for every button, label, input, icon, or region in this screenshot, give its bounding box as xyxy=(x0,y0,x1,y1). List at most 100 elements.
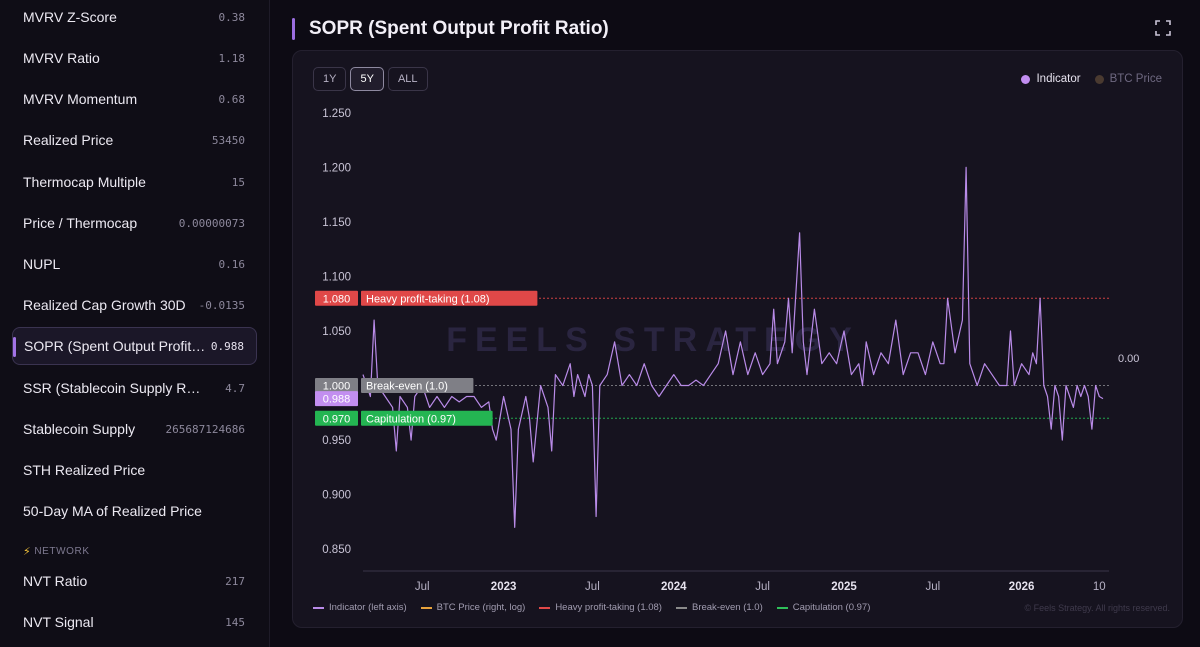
sidebar-item-sth-realized-price[interactable]: STH Realized Price xyxy=(12,451,257,489)
legend-item-break-even[interactable]: Break-even (1.0) xyxy=(675,602,763,613)
fullscreen-icon[interactable] xyxy=(1155,20,1171,36)
legend-line-icon xyxy=(539,606,551,609)
copyright-text: © Feels Strategy. All rights reserved. xyxy=(1024,603,1170,613)
main-panel: SOPR (Spent Output Profit Ratio) 1Y 5Y A… xyxy=(271,0,1200,647)
threshold-value-badge xyxy=(315,290,358,306)
x-tick-label: 2026 xyxy=(1009,581,1035,593)
chart-legend-bottom: Indicator (left axis) BTC Price (right, … xyxy=(313,602,870,613)
sidebar-item-label: 50-Day MA of Realized Price xyxy=(23,503,202,519)
sidebar-item-value: 265687124686 xyxy=(165,422,245,436)
legend-item-heavy-profit-taking[interactable]: Heavy profit-taking (1.08) xyxy=(539,602,662,613)
sidebar-item-label: Realized Price xyxy=(23,132,114,148)
sidebar-item-label: Thermocap Multiple xyxy=(23,174,146,190)
sidebar-item-value: 15 xyxy=(231,175,245,189)
sidebar-item-label: STH Realized Price xyxy=(23,462,146,478)
y-tick-label: 0.850 xyxy=(322,544,351,556)
legend-label: Indicator xyxy=(1036,73,1081,85)
sidebar-item-label: Price / Thermocap xyxy=(23,215,138,231)
range-selector: 1Y 5Y ALL xyxy=(313,67,428,91)
range-button-1y[interactable]: 1Y xyxy=(313,67,347,91)
title-accent-bar xyxy=(292,18,295,40)
sidebar-item-value: 53450 xyxy=(211,133,245,147)
range-button-all[interactable]: ALL xyxy=(387,67,428,91)
legend-label: Indicator (left axis) xyxy=(329,602,407,613)
legend-label: BTC Price xyxy=(1109,73,1162,85)
y-tick-label: 1.200 xyxy=(322,162,351,174)
sidebar-item-50d-ma-realized-price[interactable]: 50-Day MA of Realized Price xyxy=(12,492,257,530)
legend-label: BTC Price (right, log) xyxy=(436,602,526,613)
sidebar-item-realized-cap-growth[interactable]: Realized Cap Growth 30D -0.0135 xyxy=(12,286,257,324)
sidebar-item-value: 0.988 xyxy=(210,339,244,353)
sidebar-item-thermocap-multiple[interactable]: Thermocap Multiple 15 xyxy=(12,163,257,201)
threshold-value-label: 1.080 xyxy=(323,293,351,305)
sidebar-item-value: 217 xyxy=(225,574,245,588)
x-tick-label: 2024 xyxy=(661,581,687,593)
sidebar-item-mvrv-zscore[interactable]: MVRV Z-Score 0.38 xyxy=(12,0,257,36)
legend-item-indicator[interactable]: Indicator xyxy=(1021,73,1081,85)
threshold-name-label: Capitulation (0.97) xyxy=(366,413,456,425)
sidebar-item-label: MVRV Z-Score xyxy=(23,9,117,25)
y-tick-label: 0.950 xyxy=(322,435,351,447)
y-tick-label: 1.050 xyxy=(322,326,351,338)
legend-item-btc-price-right[interactable]: BTC Price (right, log) xyxy=(420,602,526,613)
y-tick-label: 1.150 xyxy=(322,217,351,229)
threshold-value-badge xyxy=(315,378,358,394)
threshold-value-label: 0.970 xyxy=(323,413,351,425)
threshold-name-label: Heavy profit-taking (1.08) xyxy=(366,293,490,305)
sidebar-item-label: NVT Signal xyxy=(23,614,94,630)
legend-label: Heavy profit-taking (1.08) xyxy=(555,602,662,613)
y-tick-label: 1.100 xyxy=(322,271,351,283)
sidebar-item-label: MVRV Ratio xyxy=(23,50,100,66)
y-tick-label: 1.250 xyxy=(322,108,351,120)
watermark-text: FEELS STRATEGY xyxy=(446,321,860,359)
threshold-name-label: Break-even (1.0) xyxy=(366,381,448,393)
chart-card: 1Y 5Y ALL Indicator BTC Price FEELS STRA… xyxy=(292,50,1183,628)
threshold-name-badge xyxy=(361,290,538,306)
current-value-badge xyxy=(315,391,358,407)
sidebar-item-mvrv-ratio[interactable]: MVRV Ratio 1.18 xyxy=(12,39,257,77)
indicator-series-line xyxy=(362,166,1104,528)
sidebar-item-label: Realized Cap Growth 30D xyxy=(23,297,186,313)
x-tick-label: Jul xyxy=(415,581,430,593)
sidebar-item-value: 0.16 xyxy=(218,257,246,271)
legend-line-icon xyxy=(675,606,687,609)
legend-label: Capitulation (0.97) xyxy=(792,602,871,613)
sidebar-item-label: NUPL xyxy=(23,256,61,272)
sidebar-item-label: SSR (Stablecoin Supply Ratio) xyxy=(23,380,203,396)
sidebar-item-value: 4.7 xyxy=(225,381,245,395)
sidebar-item-value: 0.68 xyxy=(218,92,246,106)
sidebar-item-nvt-ratio[interactable]: NVT Ratio 217 xyxy=(12,562,257,600)
range-button-5y[interactable]: 5Y xyxy=(350,67,384,91)
sidebar-item-realized-price[interactable]: Realized Price 53450 xyxy=(12,121,257,159)
sidebar-item-value: 145 xyxy=(225,615,245,629)
legend-item-capitulation[interactable]: Capitulation (0.97) xyxy=(776,602,871,613)
legend-label: Break-even (1.0) xyxy=(691,602,763,613)
sidebar-item-ssr[interactable]: SSR (Stablecoin Supply Ratio) 4.7 xyxy=(12,369,257,407)
sidebar-item-price-thermocap[interactable]: Price / Thermocap 0.00000073 xyxy=(12,204,257,242)
chart-legend-top: Indicator BTC Price xyxy=(1021,73,1162,85)
right-axis-label: 0.00 xyxy=(1118,353,1139,365)
sidebar-item-sopr[interactable]: SOPR (Spent Output Profit Ratio) 0.988 xyxy=(12,327,257,365)
legend-item-indicator-left-axis[interactable]: Indicator (left axis) xyxy=(313,602,407,613)
sopr-chart[interactable]: FEELS STRATEGY1.2501.2001.1501.1001.0501… xyxy=(293,51,1184,629)
y-tick-label: 0.900 xyxy=(322,490,351,502)
sidebar-item-nupl[interactable]: NUPL 0.16 xyxy=(12,245,257,283)
legend-item-btc-price[interactable]: BTC Price xyxy=(1094,73,1162,85)
sidebar-item-mvrv-momentum[interactable]: MVRV Momentum 0.68 xyxy=(12,80,257,118)
x-tick-label: 2023 xyxy=(491,581,517,593)
threshold-name-badge xyxy=(361,378,474,394)
x-tick-label: Jul xyxy=(925,581,940,593)
legend-line-icon xyxy=(313,606,324,609)
section-label: NETWORK xyxy=(34,546,90,557)
sidebar-item-value: 0.00000073 xyxy=(178,216,245,230)
x-tick-label: Jul xyxy=(585,581,600,593)
x-tick-label: Jul xyxy=(755,581,770,593)
indicator-dot-icon xyxy=(1021,74,1031,84)
sidebar-item-nvt-signal[interactable]: NVT Signal 145 xyxy=(12,603,257,641)
sidebar-item-stablecoin-supply[interactable]: Stablecoin Supply 265687124686 xyxy=(12,410,257,448)
current-value-label: 0.988 xyxy=(323,394,351,406)
x-tick-label: 2025 xyxy=(831,581,857,593)
sidebar-item-value: 1.18 xyxy=(218,51,246,65)
legend-line-icon xyxy=(420,606,432,609)
title-bar: SOPR (Spent Output Profit Ratio) xyxy=(292,17,609,41)
